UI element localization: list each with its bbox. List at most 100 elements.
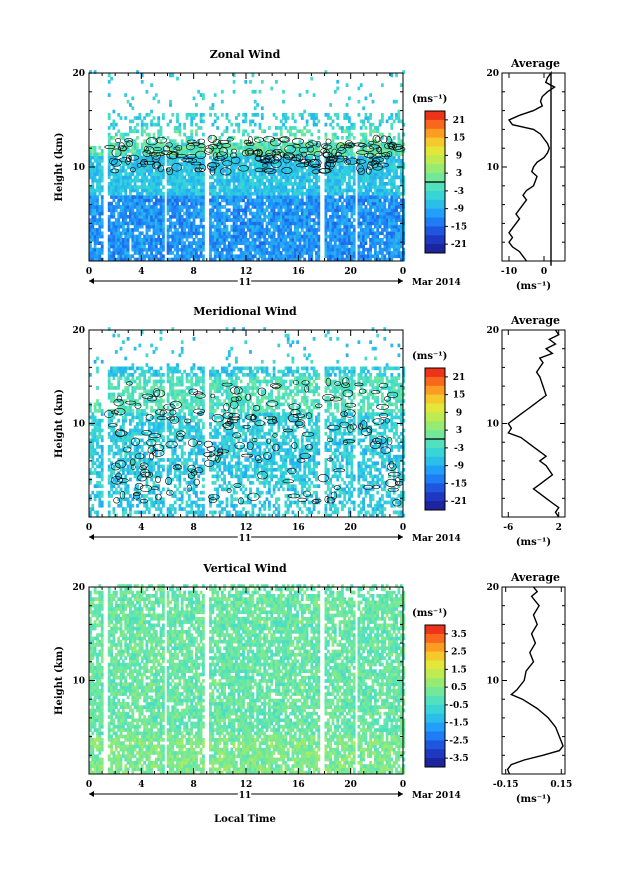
heatmap-cell [317,228,320,232]
heatmap-cell [395,245,398,249]
heatmap-cell [275,507,278,511]
heatmap-cell [193,192,196,196]
heatmap-cell [141,215,144,219]
heatmap-cell [108,254,111,258]
heatmap-cell [193,199,196,203]
heatmap-cell [115,179,118,183]
heatmap-cell [350,189,353,193]
heatmap-cell [308,156,311,160]
heatmap-cell [214,218,217,222]
heatmap-cell [303,202,306,206]
heatmap-cell [195,103,198,107]
heatmap-cell [303,212,306,216]
heatmap-cell [162,199,165,203]
heatmap-cell [369,222,372,226]
heatmap-cell [129,205,132,209]
heatmap-cell [282,185,285,189]
heatmap-cell [219,166,222,170]
heatmap-cell [176,146,179,150]
heatmap-cell [275,80,278,84]
heatmap-cell [369,228,372,232]
heatmap-cell [244,208,247,212]
heatmap-cell [339,162,342,166]
heatmap-cell [336,507,339,511]
heatmap-cell [167,225,170,229]
heatmap-cell [308,202,311,206]
heatmap-cell [390,123,393,127]
heatmap-cell [256,185,259,189]
heatmap-cell [96,238,99,242]
heatmap-cell [136,146,139,150]
heatmap-cell [294,241,297,245]
heatmap-cell [365,248,368,252]
heatmap-cell [303,182,306,186]
heatmap-cell [202,248,205,252]
heatmap-cell [360,215,363,219]
heatmap-cell [362,182,365,186]
heatmap-cell [214,228,217,232]
heatmap-cell [296,185,299,189]
heatmap-cell [94,159,97,163]
heatmap-cell [277,228,280,232]
heatmap-cell [212,106,215,110]
heatmap-cell [115,133,118,137]
heatmap-cell [350,251,353,255]
heatmap-cell [256,182,259,186]
heatmap-cell [313,176,316,180]
heatmap-cell [202,205,205,209]
heatmap-cell [395,205,398,209]
heatmap-cell [369,245,372,249]
heatmap-cell [101,189,104,193]
heatmap-cell [339,215,342,219]
heatmap-cell [101,169,104,173]
heatmap-cell [181,238,184,242]
heatmap-cell [282,241,285,245]
heatmap-cell [247,133,250,137]
heatmap-cell [117,228,120,232]
heatmap-cell [261,113,264,117]
heatmap-cell [350,231,353,235]
heatmap-cell [261,222,264,226]
heatmap-cell [235,192,238,196]
heatmap-cell [176,208,179,212]
heatmap-cell [376,238,379,242]
heatmap-cell [160,139,163,143]
heatmap-cell [155,248,158,252]
heatmap-cell [343,199,346,203]
heatmap-cell [219,238,222,242]
heatmap-cell [325,228,328,232]
heatmap-cell [134,228,137,232]
heatmap-cell [296,231,299,235]
heatmap-cell [296,202,299,206]
heatmap-cell [395,254,398,258]
heatmap-cell [353,254,356,258]
heatmap-cell [202,511,205,515]
heatmap-cell [263,129,266,133]
heatmap-cell [202,225,205,229]
heatmap-cell [386,231,389,235]
heatmap-cell [188,208,191,212]
heatmap-cell [233,129,236,133]
heatmap-cell [277,511,280,515]
heatmap-cell [332,195,335,199]
heatmap-cell [400,245,403,249]
x-tick-label: 4 [138,267,144,277]
heatmap-cell [353,507,356,511]
heatmap-cell [275,251,278,255]
heatmap-cell [313,202,316,206]
heatmap-cell [193,176,196,180]
heatmap-cell [195,123,198,127]
heatmap-cell [134,222,137,226]
heatmap-cell [329,123,332,127]
heatmap-cell [195,185,198,189]
heatmap-cell [129,149,132,153]
heatmap-cell [353,218,356,222]
heatmap-cell [240,192,243,196]
heatmap-cell [169,120,172,124]
heatmap-cell [230,245,233,249]
heatmap-cell [296,235,299,239]
x-tick-label: 8 [191,267,197,277]
heatmap-cell [188,222,191,226]
heatmap-cell [395,248,398,252]
